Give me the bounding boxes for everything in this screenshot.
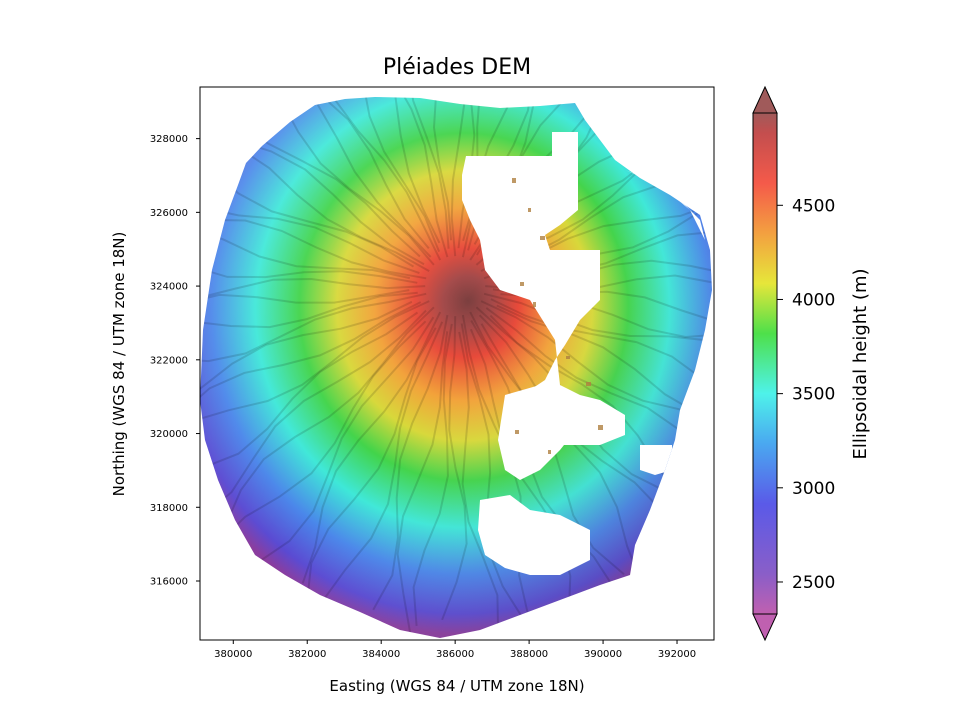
ridge-line <box>200 292 427 363</box>
ridge-line <box>222 97 432 258</box>
colorbar-label: Ellipsoidal height (m) <box>850 268 871 459</box>
ridge-line <box>200 311 419 478</box>
ridge-line <box>460 323 526 622</box>
ridge-line <box>483 292 712 382</box>
y-tick-label: 322000 <box>150 355 188 366</box>
ridge-line <box>200 238 418 284</box>
ridge-line <box>223 306 435 529</box>
ridge-line <box>458 331 500 634</box>
colorbar: 2500 3000 3500 4000 4500 Ellipsoidal height … <box>752 85 871 642</box>
x-axis-label: Easting (WGS 84 / UTM zone 18N) <box>329 677 584 695</box>
colorbar-tick-label: 4000 <box>792 290 835 310</box>
ridge-line <box>301 97 442 261</box>
no-data-speckle <box>512 178 603 454</box>
ridge-line <box>255 316 435 565</box>
x-tick-label: 390000 <box>584 649 622 660</box>
y-axis-ticks: 316000 318000 320000 322000 324000 326000 3280… <box>150 134 200 588</box>
ridge-line <box>201 309 427 518</box>
ridge-line <box>200 97 421 258</box>
colorbar-extend-top <box>752 85 778 114</box>
ridge-line <box>490 298 712 417</box>
colorbar-extend-bottom <box>752 613 778 642</box>
x-tick-label: 384000 <box>362 649 400 660</box>
y-tick-label: 328000 <box>150 134 188 145</box>
ridge-line <box>412 323 453 626</box>
y-tick-label: 320000 <box>150 429 188 440</box>
colorbar-gradient <box>752 112 778 615</box>
ridge-line <box>372 314 449 611</box>
colorbar-tick-label: 3000 <box>792 479 835 499</box>
ridge-line <box>496 304 712 424</box>
y-tick-label: 324000 <box>150 282 188 293</box>
ridge-line <box>200 300 413 414</box>
y-tick-label: 316000 <box>150 577 188 588</box>
ridge-line <box>200 213 427 280</box>
colorbar-ticks: 2500 3000 3500 4000 4500 <box>777 196 835 593</box>
ridge-line <box>200 159 420 275</box>
chart-title: Pléiades DEM <box>383 55 531 80</box>
x-tick-label: 392000 <box>658 649 696 660</box>
colorbar-tick-label: 4500 <box>792 196 835 216</box>
y-tick-label: 326000 <box>150 208 188 219</box>
y-tick-label: 318000 <box>150 503 188 514</box>
ridge-line <box>396 331 449 634</box>
ridge-line <box>200 221 411 280</box>
plot-frame <box>199 86 715 641</box>
ridge-line <box>200 289 410 335</box>
ridge-line <box>200 301 422 445</box>
dem-raster <box>200 97 712 638</box>
ridge-line <box>301 311 442 584</box>
x-tick-label: 388000 <box>510 649 548 660</box>
x-tick-label: 386000 <box>436 649 474 660</box>
colorbar-tick-label: 2500 <box>792 573 835 593</box>
ridge-line <box>200 277 426 300</box>
ridge-line <box>200 291 418 344</box>
ridge-line <box>370 97 449 258</box>
ridge-line <box>305 327 437 604</box>
ridge-line <box>252 97 430 250</box>
plot-area <box>199 86 715 641</box>
hillshade-overlay <box>200 97 712 638</box>
x-tick-label: 380000 <box>214 649 252 660</box>
ridge-line <box>222 97 435 266</box>
ridge-line <box>217 320 427 545</box>
ridge-line <box>441 316 468 621</box>
colorbar-tick-label: 3500 <box>792 385 835 405</box>
ridge-line <box>412 97 453 241</box>
ridge-line <box>406 97 450 249</box>
ridge-line <box>200 125 415 268</box>
ridge-line <box>321 321 444 602</box>
ridge-line <box>200 300 430 445</box>
x-axis-ticks: 380000 382000 384000 386000 388000 390000 3920… <box>214 640 696 660</box>
ridge-texture <box>200 97 712 634</box>
no-data-gaps <box>462 132 705 575</box>
x-tick-label: 382000 <box>288 649 326 660</box>
ridge-line <box>306 97 441 252</box>
y-axis-label: Northing (WGS 84 / UTM zone 18N) <box>110 232 128 497</box>
